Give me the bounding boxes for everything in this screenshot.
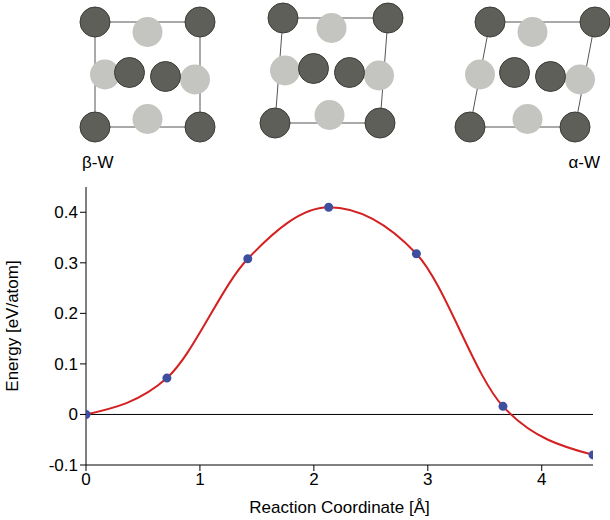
svg-text:4: 4 bbox=[537, 470, 546, 489]
svg-text:0.3: 0.3 bbox=[54, 254, 78, 273]
svg-text:Reaction Coordinate [Å]: Reaction Coordinate [Å] bbox=[249, 498, 430, 517]
svg-text:0.2: 0.2 bbox=[54, 304, 78, 323]
svg-text:0.1: 0.1 bbox=[54, 355, 78, 374]
svg-text:0.4: 0.4 bbox=[54, 203, 78, 222]
svg-text:α-W: α-W bbox=[568, 153, 600, 172]
svg-text:3: 3 bbox=[423, 470, 432, 489]
svg-text:0: 0 bbox=[69, 405, 78, 424]
svg-text:-0.1: -0.1 bbox=[49, 456, 78, 475]
svg-text:Energy [eV/atom]: Energy [eV/atom] bbox=[3, 260, 22, 391]
svg-text:1: 1 bbox=[195, 470, 204, 489]
svg-text:2: 2 bbox=[309, 470, 318, 489]
svg-text:β-W: β-W bbox=[82, 153, 114, 172]
svg-text:0: 0 bbox=[81, 470, 90, 489]
